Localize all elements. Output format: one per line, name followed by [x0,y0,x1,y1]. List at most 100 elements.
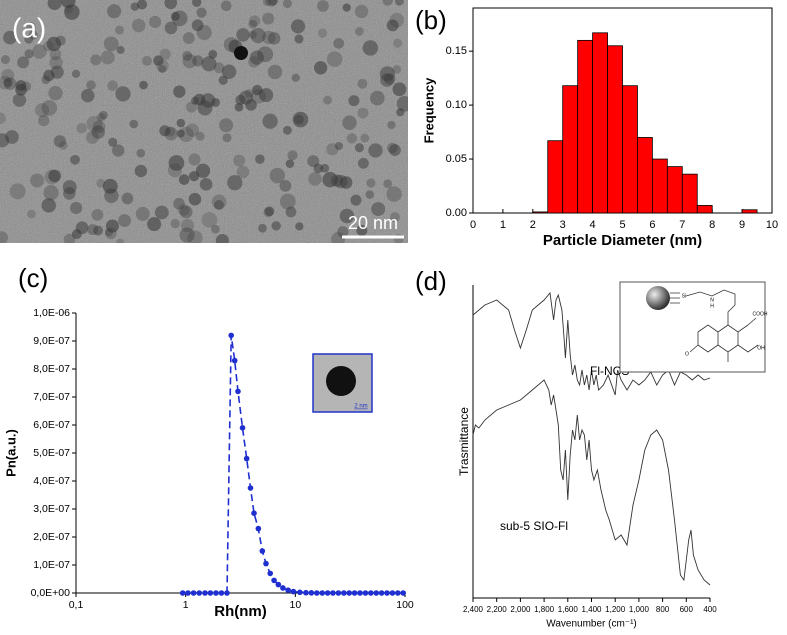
data-point [207,590,214,596]
particle-texture [258,223,267,233]
particle-texture [104,188,119,203]
particle-texture [167,163,183,178]
particle-texture [129,119,139,129]
particle-texture [263,207,274,218]
particle-texture [0,231,9,243]
particle-texture [168,155,185,171]
x-tick-label: 1,800 [534,605,555,614]
particle-texture [279,193,296,210]
x-tick-label: 10 [766,219,778,231]
histogram-bar [607,45,623,214]
x-tick-label: 3 [560,219,566,231]
data-point [196,590,203,596]
particle-texture [43,69,55,82]
particle-texture [262,12,275,25]
atom-label: COOH [753,311,768,317]
particle-texture [236,28,250,42]
particle-texture [264,206,275,217]
particle-texture [268,0,278,6]
data-point [179,590,186,596]
particle-texture [248,19,258,29]
particle-texture [185,101,197,113]
particle-texture [112,144,125,157]
x-tick-label: 6 [649,219,655,231]
particle-texture [134,164,148,178]
data-point [330,590,336,596]
particle-texture [9,183,26,200]
particle-texture [35,103,50,118]
particle-texture [285,159,295,168]
atom-label: O [685,351,689,357]
particle-texture [47,0,62,11]
particle-texture [182,53,197,69]
y-tick-label: 7,0E-07 [33,391,70,403]
particle-texture [227,175,243,191]
particle-texture [49,48,62,61]
particle-texture [164,0,178,10]
x-tick-label: 400 [703,605,717,614]
inset-frame [619,281,766,373]
particle-texture [188,153,201,166]
particle-texture [86,130,99,144]
y-tick-label: 0.00 [446,207,467,219]
atom-label: N [710,297,714,303]
particle-texture [201,56,217,72]
particle-texture [179,227,195,243]
particle-texture [158,64,167,73]
particle-texture [159,125,171,137]
data-point [384,590,390,596]
particle-texture [100,50,115,65]
data-point [255,525,262,532]
x-axis-label: Wavenumber (cm⁻¹) [546,619,636,630]
x-tick-label: 1,600 [558,605,579,614]
y-tick-label: 8,0E-07 [33,363,70,375]
data-point [319,590,326,596]
particle-texture [221,64,237,80]
particle-texture [213,200,224,211]
particle-texture [313,163,324,174]
particle-texture [199,177,213,191]
particle-texture [75,221,89,235]
particle-texture [179,205,193,219]
histogram-bar [577,39,594,214]
particle-texture [193,93,206,106]
particle-texture [177,204,190,216]
particle-texture [267,64,283,80]
particle-texture [188,171,200,182]
atom-label: Si [682,293,686,299]
series-line [472,379,711,586]
data-point [389,590,396,596]
scale-bar-label: 20 nm [348,213,398,233]
particle-texture [49,56,63,70]
particle-texture [86,115,103,132]
particle-texture [371,202,386,217]
particle-texture [154,205,169,220]
particle-texture [91,208,104,221]
particle-texture [255,154,265,164]
histogram-bar [532,211,549,214]
particle-texture [187,230,203,243]
particle-texture [250,27,266,44]
particle-texture [201,212,218,228]
data-point [335,590,342,596]
particle-texture [386,186,402,202]
particle-texture [244,89,254,98]
data-point [251,510,257,516]
particle-texture [43,185,59,201]
particle-texture [362,40,379,56]
particle-texture [396,108,405,117]
particle-texture [283,125,292,135]
inset-particle [326,366,356,396]
data-point [213,590,219,596]
particle-texture [295,222,304,231]
particle-texture [76,122,87,134]
particle-texture [176,129,185,138]
particle-texture [220,0,232,12]
particle-texture [116,45,125,54]
particle-texture [215,234,229,243]
particle-texture [182,32,195,44]
particle-texture [131,18,146,33]
particle-texture [368,143,383,158]
particle-texture [262,113,278,129]
particle-texture [339,208,355,224]
